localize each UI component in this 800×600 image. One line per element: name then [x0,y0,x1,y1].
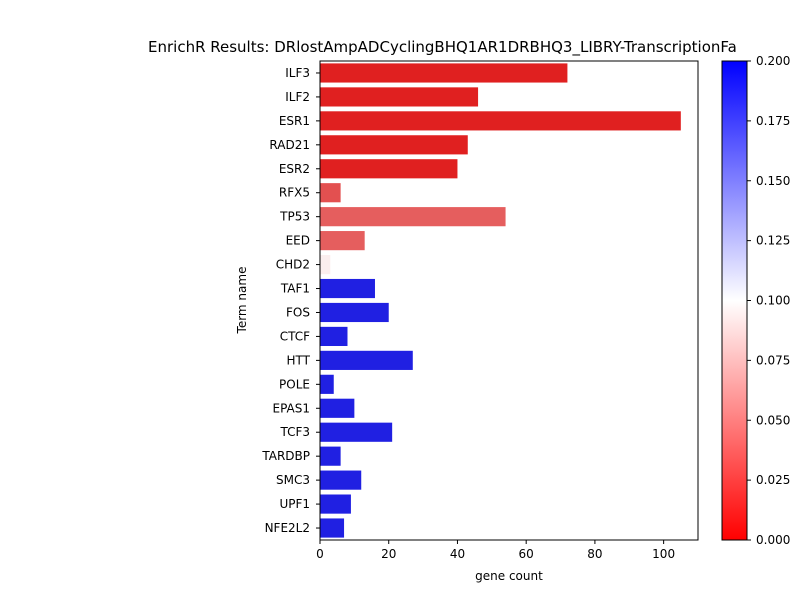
y-tick-label-ilf2: ILF2 [285,90,310,104]
colorbar [721,60,748,541]
plot-frame [319,60,699,541]
y-tick-label-taf1: TAF1 [280,282,310,296]
colorbar-tick-labels: 0.000 0.025 0.050 0.075 0.100 0.125 0.150 0.175… [747,54,790,547]
y-tick-label-fos: FOS [286,305,310,319]
x-tick-label: 40 [450,547,465,561]
bar-taf1 [320,278,375,299]
bar-htt [320,350,413,370]
bar-fos [320,302,389,323]
colorbar-tick-label: 0.150 [756,174,790,188]
bar-chd2 [320,254,331,275]
bar-pole [320,374,334,394]
y-tick-label-esr2: ESR2 [279,162,310,176]
colorbar-tick-label: 0.100 [756,294,790,308]
y-tick-label-esr1: ESR1 [279,114,310,128]
y-tick-label-tcf3: TCF3 [279,425,310,439]
bar-esr2 [320,159,458,179]
y-tick-labels: ILF3 ILF2 ESR1 RAD21 ESR2 RFX5 TP53 EED CHD2 TAF1… [261,66,320,535]
bars-layer [320,63,681,538]
y-tick-label-tp53: TP53 [279,210,310,224]
x-tick-label: 80 [587,547,602,561]
bar-tardbp [320,446,341,466]
bar-smc3 [320,470,362,490]
x-tick-label: 60 [519,547,534,561]
y-tick-label-upf1: UPF1 [279,497,310,511]
colorbar-tick-label: 0.050 [756,413,790,427]
bar-tcf3 [320,422,393,442]
bar-upf1 [320,494,351,514]
bar-ilf2 [320,87,479,107]
y-tick-label-ctcf: CTCF [280,329,310,343]
bar-esr1 [320,111,681,131]
x-tick-label: 0 [316,547,324,561]
colorbar-tick-label: 0.125 [756,234,790,248]
bar-ilf3 [320,63,568,83]
bar-nfe2l2 [320,518,345,538]
colorbar-tick-label: 0.200 [756,54,790,68]
bar-tp53 [320,207,506,227]
chart-title: EnrichR Results: DRlostAmpADCyclingBHQ1A… [148,38,737,57]
colorbar-tick-label: 0.175 [756,114,790,128]
bar-rfx5 [320,183,341,203]
bar-rad21 [320,135,468,155]
y-tick-label-pole: POLE [279,377,310,391]
colorbar-tick-label: 0.000 [756,533,790,547]
y-tick-label-rad21: RAD21 [269,138,310,152]
bar-epas1 [320,398,355,418]
y-tick-label-smc3: SMC3 [276,473,310,487]
y-tick-label-epas1: EPAS1 [272,401,310,415]
y-axis-label: Term name [235,267,249,335]
y-tick-label-chd2: CHD2 [276,258,310,272]
x-axis-label: gene count [475,569,543,583]
bar-ctcf [320,326,348,347]
x-tick-labels: 0 20 40 60 80 100 [316,540,675,561]
colorbar-tick-label: 0.025 [756,473,790,487]
bar-eed [320,231,365,251]
y-tick-label-htt: HTT [287,353,311,367]
colorbar-tick-label: 0.075 [756,353,790,367]
y-tick-label-tardbp: TARDBP [261,449,310,463]
y-tick-label-eed: EED [286,234,310,248]
y-tick-label-ilf3: ILF3 [285,66,310,80]
y-tick-label-rfx5: RFX5 [279,186,310,200]
x-tick-label: 100 [652,547,675,561]
y-tick-label-nfe2l2: NFE2L2 [265,521,310,535]
x-tick-label: 20 [381,547,396,561]
